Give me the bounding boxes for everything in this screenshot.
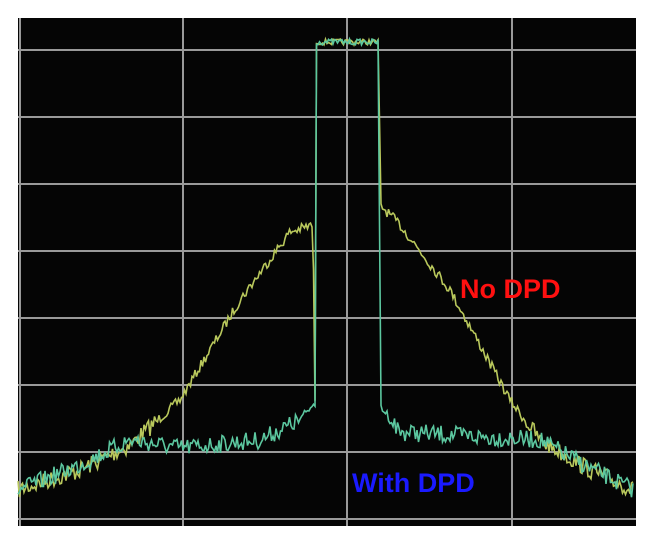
analyzer-screen [18,18,636,526]
page: No DPD With DPD (() => { const data = JS… [0,0,648,540]
with-dpd-label: With DPD [352,468,475,498]
spectrum-screenshot: No DPD With DPD [0,0,648,540]
no-dpd-label: No DPD [460,274,561,304]
